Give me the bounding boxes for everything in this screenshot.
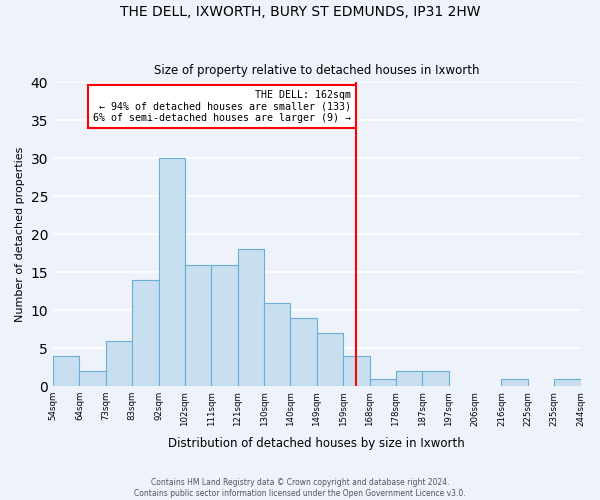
Bar [238,250,264,386]
Text: THE DELL: 162sqm
← 94% of detached houses are smaller (133)
6% of semi-detached : THE DELL: 162sqm ← 94% of detached house… [93,90,351,123]
Y-axis label: Number of detached properties: Number of detached properties [15,146,25,322]
Bar [370,378,396,386]
Bar [264,302,290,386]
Bar [554,378,581,386]
Bar [502,378,528,386]
Bar [343,356,370,386]
X-axis label: Distribution of detached houses by size in Ixworth: Distribution of detached houses by size … [169,437,465,450]
Title: Size of property relative to detached houses in Ixworth: Size of property relative to detached ho… [154,64,479,77]
Bar [317,333,343,386]
Text: Contains HM Land Registry data © Crown copyright and database right 2024.
Contai: Contains HM Land Registry data © Crown c… [134,478,466,498]
Bar [79,371,106,386]
Bar [422,371,449,386]
Bar [53,356,79,386]
Text: THE DELL, IXWORTH, BURY ST EDMUNDS, IP31 2HW: THE DELL, IXWORTH, BURY ST EDMUNDS, IP31… [120,5,480,19]
Bar [106,340,132,386]
Bar [185,264,211,386]
Bar [290,318,317,386]
Bar [158,158,185,386]
Bar [211,264,238,386]
Bar [132,280,158,386]
Bar [396,371,422,386]
